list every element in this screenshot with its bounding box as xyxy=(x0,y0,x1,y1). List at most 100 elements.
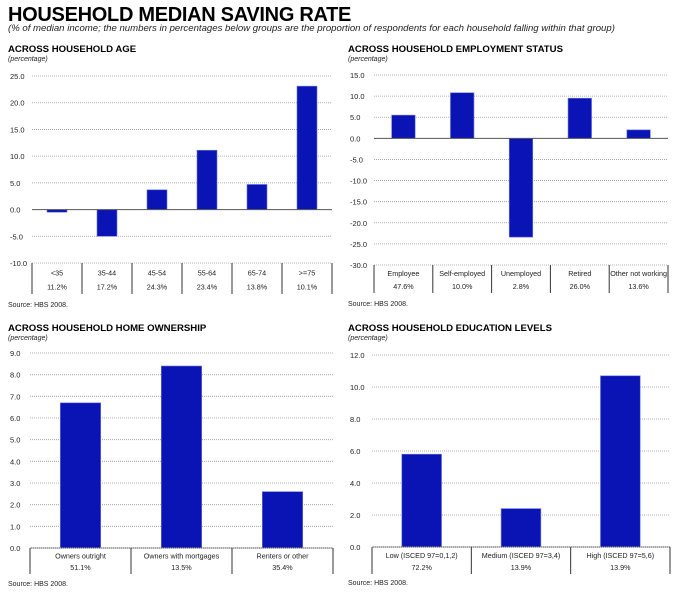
bar-employment-0 xyxy=(391,114,416,139)
y-axis-unit-label: (percentage) xyxy=(8,335,48,342)
x-category-label: High (ISCED 97=5,6) xyxy=(586,551,654,560)
bar-age-3 xyxy=(196,149,218,210)
chart-title: ACROSS HOUSEHOLD AGE xyxy=(8,44,137,55)
y-tick-label: 4.0 xyxy=(350,479,360,488)
chart-title: ACROSS HOUSEHOLD HOME OWNERSHIP xyxy=(8,323,207,334)
x-category-share: 26.0% xyxy=(570,282,591,291)
x-category-label: Other not working xyxy=(610,269,667,278)
y-tick-label: 5.0 xyxy=(350,113,360,122)
y-tick-label: 7.0 xyxy=(10,392,20,401)
x-category-share: 11.2% xyxy=(47,282,67,291)
y-tick-label: 10.0 xyxy=(350,92,365,101)
x-category-label: Retired xyxy=(568,269,591,278)
y-tick-label: 5.0 xyxy=(10,436,20,445)
x-category-share: 13.9% xyxy=(610,563,631,572)
x-category-share: 10.1% xyxy=(297,282,318,291)
y-tick-label: -30.0 xyxy=(350,261,367,270)
y-tick-label: 1.0 xyxy=(10,522,20,531)
y-tick-label: 15.0 xyxy=(350,71,365,80)
y-tick-label: 2.0 xyxy=(350,511,360,520)
y-tick-label: -20.0 xyxy=(350,219,367,228)
y-tick-label: 9.0 xyxy=(10,349,20,358)
bar-age-4 xyxy=(246,184,268,210)
x-category-share: 13.8% xyxy=(247,282,268,291)
x-category-label: 65-74 xyxy=(248,268,266,277)
x-category-share: 13.6% xyxy=(628,282,649,291)
chart-source: Source: HBS 2008. xyxy=(8,581,68,588)
bar-employment-2 xyxy=(508,138,534,238)
y-tick-label: 10.0 xyxy=(350,383,365,392)
x-category-label: 35-44 xyxy=(98,268,116,277)
x-category-label: Unemployed xyxy=(501,269,541,278)
x-category-label: <35 xyxy=(51,268,63,277)
bar-employment-1 xyxy=(450,92,475,139)
y-axis-unit-label: (percentage) xyxy=(348,335,388,342)
bar-age-2 xyxy=(146,189,168,210)
y-tick-label: 10.0 xyxy=(10,152,25,161)
x-category-label: Low (ISCED 97=0,1,2) xyxy=(386,551,458,560)
x-category-label: 45-54 xyxy=(148,268,166,277)
y-tick-label: -5.0 xyxy=(350,155,363,164)
bar-chart-age: -10.0 -5.0 0.0 5.0 10.0 15.0 20.0 25.0 <35 11.2% 3… xyxy=(10,72,333,294)
y-tick-label: 8.0 xyxy=(350,415,360,424)
y-tick-label: 3.0 xyxy=(10,479,20,488)
chart-panel-education: ACROSS HOUSEHOLD EDUCATION LEVELS (perce… xyxy=(348,323,682,593)
y-tick-label: -15.0 xyxy=(350,198,367,207)
y-tick-label: 4.0 xyxy=(10,457,20,466)
y-tick-label: 25.0 xyxy=(10,72,25,81)
x-category-label: Renters or other xyxy=(257,551,310,560)
chart-title: ACROSS HOUSEHOLD EMPLOYMENT STATUS xyxy=(348,44,563,55)
x-category-share: 51.1% xyxy=(70,563,91,572)
bar-home-0 xyxy=(59,402,102,549)
y-tick-label: 6.0 xyxy=(350,447,360,456)
y-tick-label: 0.0 xyxy=(10,544,20,553)
bar-home-1 xyxy=(161,365,203,549)
x-category-share: 17.2% xyxy=(97,282,118,291)
y-tick-label: -5.0 xyxy=(10,232,23,241)
x-category-share: 13.9% xyxy=(511,563,532,572)
chart-source: Source: HBS 2008. xyxy=(348,580,408,587)
bar-home-2 xyxy=(262,491,304,549)
bar-age-1 xyxy=(96,209,118,237)
x-category-label: Medium (ISCED 97=3,4) xyxy=(482,551,561,560)
x-category-share: 10.0% xyxy=(452,282,473,291)
bar-employment-4 xyxy=(626,129,651,139)
x-category-share: 13.5% xyxy=(171,563,192,572)
x-category-label: Self-employed xyxy=(439,269,485,278)
y-tick-label: -25.0 xyxy=(350,240,367,249)
y-tick-label: -10.0 xyxy=(350,177,367,186)
y-tick-label: 6.0 xyxy=(10,414,20,423)
chart-panel-age: ACROSS HOUSEHOLD AGE (percentage) -10.0-… xyxy=(8,44,338,314)
x-category-share: 47.6% xyxy=(393,282,414,291)
chart-source: Source: HBS 2008. xyxy=(8,302,68,309)
y-tick-label: 2.0 xyxy=(10,501,20,510)
bar-chart-employment: -30.0 -25.0 -20.0 -15.0 -10.0 -5.0 0.0 5.0 10.0 1… xyxy=(350,71,669,293)
chart-panel-employment: ACROSS HOUSEHOLD EMPLOYMENT STATUS (perc… xyxy=(348,44,682,314)
y-tick-label: 15.0 xyxy=(10,125,25,134)
y-axis-unit-label: (percentage) xyxy=(348,56,388,63)
y-tick-label: -10.0 xyxy=(10,259,27,268)
x-category-share: 23.4% xyxy=(197,282,218,291)
page-title: HOUSEHOLD MEDIAN SAVING RATE xyxy=(8,4,352,26)
page-subtitle: (% of median income; the numbers in perc… xyxy=(8,23,615,34)
y-tick-label: 0.0 xyxy=(10,206,20,215)
chart-title: ACROSS HOUSEHOLD EDUCATION LEVELS xyxy=(348,323,552,334)
bar-age-5 xyxy=(296,85,318,210)
bar-chart-education: 0.0 2.0 4.0 6.0 8.0 10.0 12.0 Low (ISCED 97=0,1… xyxy=(350,351,671,574)
y-tick-label: 0.0 xyxy=(350,134,360,143)
chart-panel-home-ownership: ACROSS HOUSEHOLD HOME OWNERSHIP (percent… xyxy=(8,323,338,593)
x-category-share: 2.8% xyxy=(513,282,530,291)
y-tick-label: 12.0 xyxy=(350,351,365,360)
x-category-label: Owners outright xyxy=(55,551,106,560)
x-category-share: 35.4% xyxy=(272,563,293,572)
y-tick-label: 8.0 xyxy=(10,371,20,380)
y-tick-label: 0.0 xyxy=(350,543,360,552)
bar-employment-3 xyxy=(567,97,592,139)
y-tick-label: 5.0 xyxy=(10,179,20,188)
y-tick-label: 20.0 xyxy=(10,99,25,108)
x-category-label: 55-64 xyxy=(198,268,216,277)
x-category-share: 72.2% xyxy=(411,563,432,572)
bar-chart-home-ownership: 0.0 1.0 2.0 3.0 4.0 5.0 6.0 7.0 8.0 9.0 Owners out… xyxy=(10,349,334,574)
x-category-label: Employee xyxy=(387,269,419,278)
x-category-share: 24.3% xyxy=(147,282,168,291)
